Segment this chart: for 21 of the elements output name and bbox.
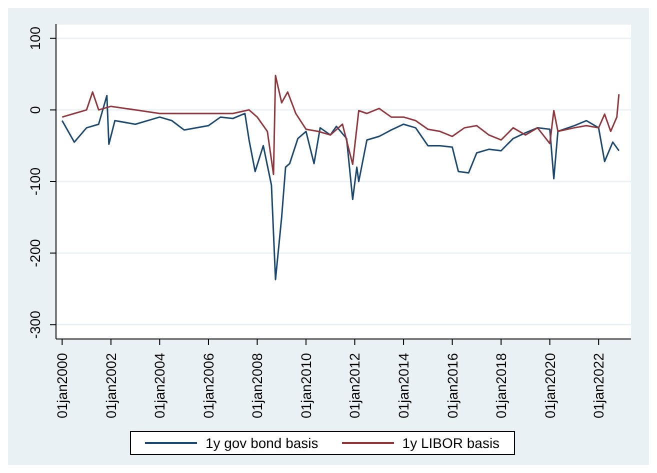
x-tick-label: 01jan2010 xyxy=(298,352,314,418)
x-tick-label: 01jan2004 xyxy=(152,352,168,418)
line-series xyxy=(61,94,620,280)
y-tick-label: 0 xyxy=(27,106,43,114)
y-tick-label: 100 xyxy=(27,26,43,50)
legend-label: 1y gov bond basis xyxy=(205,435,318,451)
y-tick-label: -300 xyxy=(27,310,43,339)
x-tick-label: 01jan2012 xyxy=(346,352,363,418)
x-tick-label: 01jan2006 xyxy=(200,352,216,418)
y-tick-label: -100 xyxy=(27,167,43,196)
x-tick-label: 01jan2022 xyxy=(590,352,607,418)
y-tick-label: -200 xyxy=(27,238,43,268)
x-tick-label: 01jan2020 xyxy=(542,352,558,418)
x-tick-label: 01jan2014 xyxy=(396,352,412,418)
x-tick-label: 01jan2000 xyxy=(54,352,70,418)
line-series xyxy=(61,74,620,176)
x-tick-label: 01jan2008 xyxy=(249,352,266,418)
x-tick-label: 01jan2016 xyxy=(444,352,460,418)
x-tick-label: 01jan2002 xyxy=(102,352,119,418)
x-tick-label: 01jan2018 xyxy=(493,352,510,418)
legend-label: 1y LIBOR basis xyxy=(402,435,500,451)
